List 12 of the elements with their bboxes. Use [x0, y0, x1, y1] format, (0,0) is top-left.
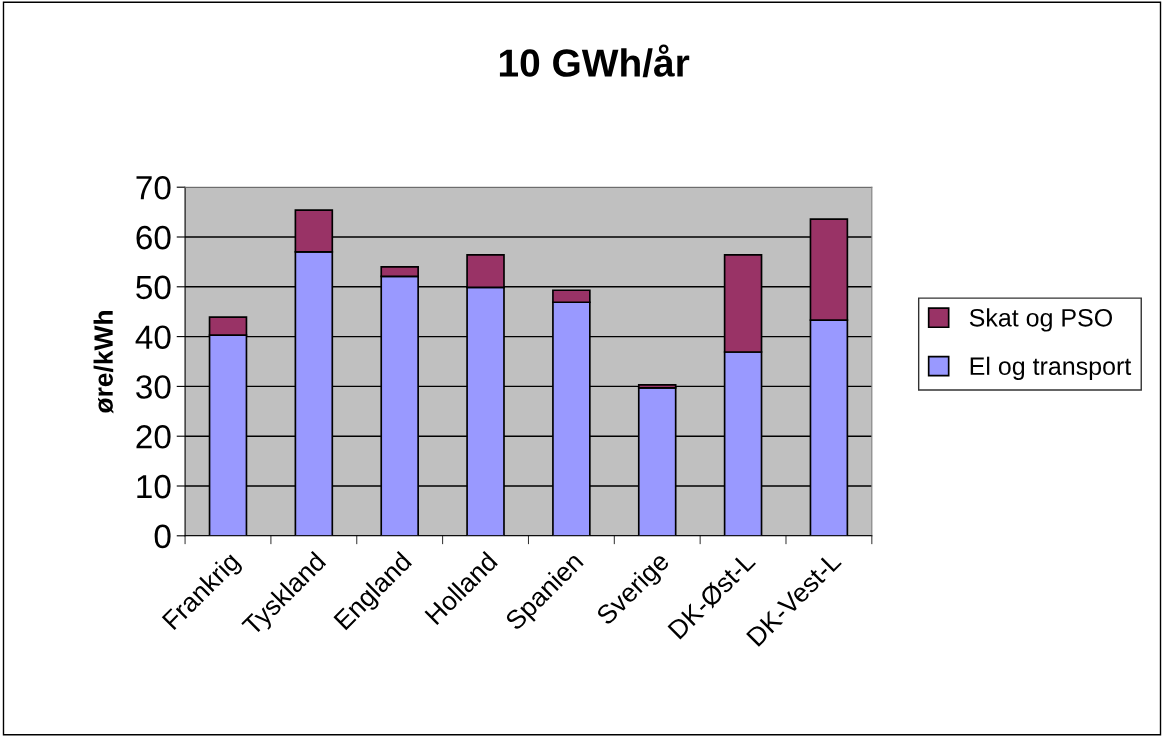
y-tick-label: 60: [136, 225, 171, 250]
y-tick-label: 0: [154, 524, 171, 549]
y-tick-label: 50: [136, 275, 171, 300]
legend-label: Skat og PSO: [969, 308, 1112, 332]
y-tick-label: 40: [135, 325, 171, 349]
y-tick-label: 30: [136, 375, 171, 399]
y-tick-label: 20: [136, 425, 171, 449]
y-tick-label: 70: [136, 176, 171, 200]
y-tick-label: 10: [137, 474, 171, 499]
chart-title: 10 GWh/år: [499, 44, 690, 78]
legend-label: El og transport: [970, 356, 1132, 381]
y-axis-title: øre/kWh: [93, 311, 114, 414]
